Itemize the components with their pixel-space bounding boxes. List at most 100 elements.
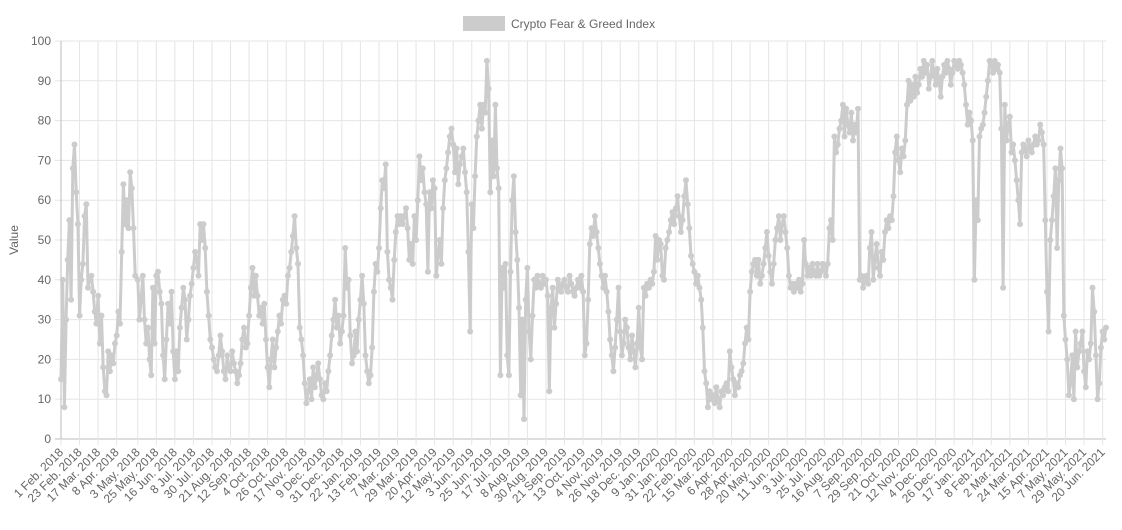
data-point[interactable]	[919, 73, 926, 80]
data-point[interactable]	[263, 336, 269, 343]
data-point[interactable]	[566, 272, 573, 279]
data-point[interactable]	[502, 260, 509, 267]
data-point[interactable]	[1087, 340, 1094, 347]
data-point[interactable]	[924, 61, 931, 68]
data-point[interactable]	[433, 272, 440, 279]
data-point[interactable]	[595, 245, 602, 251]
data-point[interactable]	[168, 288, 175, 295]
data-point[interactable]	[286, 264, 293, 271]
data-point[interactable]	[691, 268, 698, 275]
data-point[interactable]	[910, 93, 917, 100]
data-point[interactable]	[897, 169, 904, 176]
data-point[interactable]	[963, 101, 969, 108]
data-point[interactable]	[1038, 129, 1045, 136]
data-point[interactable]	[586, 241, 593, 247]
data-point[interactable]	[187, 292, 193, 299]
data-point[interactable]	[971, 276, 978, 283]
data-point[interactable]	[698, 296, 705, 303]
data-point[interactable]	[671, 221, 678, 228]
data-point[interactable]	[485, 85, 492, 92]
data-point[interactable]	[345, 276, 352, 283]
data-point[interactable]	[775, 213, 782, 220]
data-point[interactable]	[480, 101, 487, 108]
data-point[interactable]	[581, 352, 588, 359]
data-point[interactable]	[726, 348, 733, 355]
data-point[interactable]	[848, 109, 855, 116]
data-point[interactable]	[757, 280, 764, 287]
data-point[interactable]	[293, 245, 300, 251]
data-point[interactable]	[654, 256, 661, 263]
data-point[interactable]	[108, 352, 115, 359]
data-point[interactable]	[758, 272, 765, 279]
data-point[interactable]	[236, 372, 242, 379]
data-point[interactable]	[176, 324, 183, 331]
data-point[interactable]	[961, 81, 968, 88]
data-point[interactable]	[229, 348, 236, 355]
data-point[interactable]	[603, 288, 610, 295]
data-point[interactable]	[740, 360, 747, 367]
data-point[interactable]	[1094, 396, 1101, 403]
data-point[interactable]	[629, 332, 635, 339]
data-point[interactable]	[160, 352, 167, 359]
data-point[interactable]	[244, 340, 251, 347]
data-point[interactable]	[349, 360, 355, 367]
data-point[interactable]	[337, 340, 344, 347]
data-point[interactable]	[446, 133, 453, 140]
data-point[interactable]	[1010, 141, 1017, 148]
data-point[interactable]	[988, 61, 995, 68]
data-point[interactable]	[642, 292, 649, 299]
data-point[interactable]	[399, 221, 406, 228]
data-point[interactable]	[649, 280, 656, 287]
data-point[interactable]	[141, 316, 148, 323]
data-point[interactable]	[165, 300, 172, 307]
data-point[interactable]	[969, 137, 976, 144]
data-point[interactable]	[796, 276, 802, 283]
data-point[interactable]	[890, 193, 897, 200]
data-point[interactable]	[716, 404, 723, 411]
data-point[interactable]	[516, 304, 522, 311]
data-point[interactable]	[637, 344, 644, 351]
data-point[interactable]	[1077, 340, 1084, 347]
data-point[interactable]	[424, 268, 431, 275]
data-point[interactable]	[487, 189, 494, 196]
data-point[interactable]	[747, 288, 754, 295]
data-point[interactable]	[281, 292, 288, 299]
data-point[interactable]	[443, 165, 450, 172]
data-point[interactable]	[85, 284, 91, 291]
data-point[interactable]	[936, 77, 942, 84]
data-point[interactable]	[821, 264, 828, 271]
data-point[interactable]	[193, 256, 200, 263]
data-point[interactable]	[155, 268, 161, 275]
data-point[interactable]	[640, 284, 647, 291]
data-point[interactable]	[544, 292, 551, 299]
data-point[interactable]	[1064, 356, 1071, 363]
data-point[interactable]	[743, 324, 750, 331]
data-point[interactable]	[915, 81, 922, 88]
data-point[interactable]	[632, 364, 639, 371]
data-point[interactable]	[580, 288, 587, 295]
data-point[interactable]	[617, 328, 624, 335]
data-point[interactable]	[1037, 121, 1044, 128]
data-point[interactable]	[1096, 380, 1103, 387]
data-point[interactable]	[843, 105, 850, 112]
data-point[interactable]	[261, 300, 268, 307]
data-point[interactable]	[215, 352, 222, 359]
data-point[interactable]	[254, 292, 261, 299]
data-point[interactable]	[83, 201, 90, 208]
data-point[interactable]	[222, 376, 229, 383]
data-point[interactable]	[264, 364, 271, 371]
data-point[interactable]	[932, 81, 939, 88]
data-point[interactable]	[71, 141, 78, 148]
data-point[interactable]	[1025, 137, 1032, 144]
data-point[interactable]	[666, 229, 673, 235]
data-point[interactable]	[1022, 145, 1028, 152]
data-point[interactable]	[382, 161, 389, 168]
data-point[interactable]	[838, 117, 845, 124]
data-point[interactable]	[1079, 328, 1086, 335]
data-point[interactable]	[990, 69, 996, 76]
data-point[interactable]	[802, 260, 809, 267]
data-point[interactable]	[151, 340, 158, 347]
data-point[interactable]	[440, 205, 447, 212]
data-point[interactable]	[561, 276, 568, 283]
data-point[interactable]	[61, 404, 68, 411]
